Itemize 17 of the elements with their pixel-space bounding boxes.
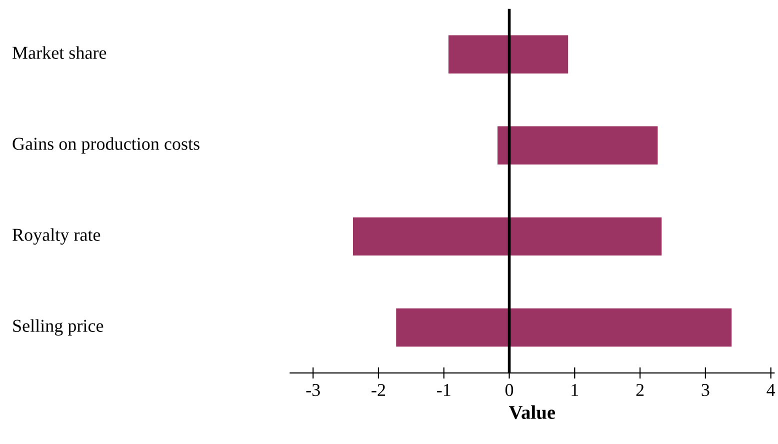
x-tick-label: 4	[766, 384, 776, 396]
y-tick-label: Royalty rate	[12, 228, 100, 245]
y-tick-label: Gains on production costs	[12, 137, 200, 154]
y-tick-label: Selling price	[13, 319, 104, 336]
y-tick-label: Market share	[12, 46, 106, 59]
bar	[497, 126, 658, 165]
x-tick-label: 0	[505, 384, 514, 396]
x-tick-label: -3	[306, 384, 320, 396]
x-tick-label: 1	[572, 384, 578, 396]
bar	[352, 217, 662, 256]
x-tick-label: 2	[636, 384, 644, 396]
bar	[396, 308, 732, 347]
x-axis-title: Value	[508, 405, 556, 420]
x-tick-label: -2	[372, 384, 385, 396]
bar	[448, 35, 568, 74]
x-tick-label: 3	[702, 384, 710, 396]
x-tick-label: -1	[437, 384, 450, 396]
